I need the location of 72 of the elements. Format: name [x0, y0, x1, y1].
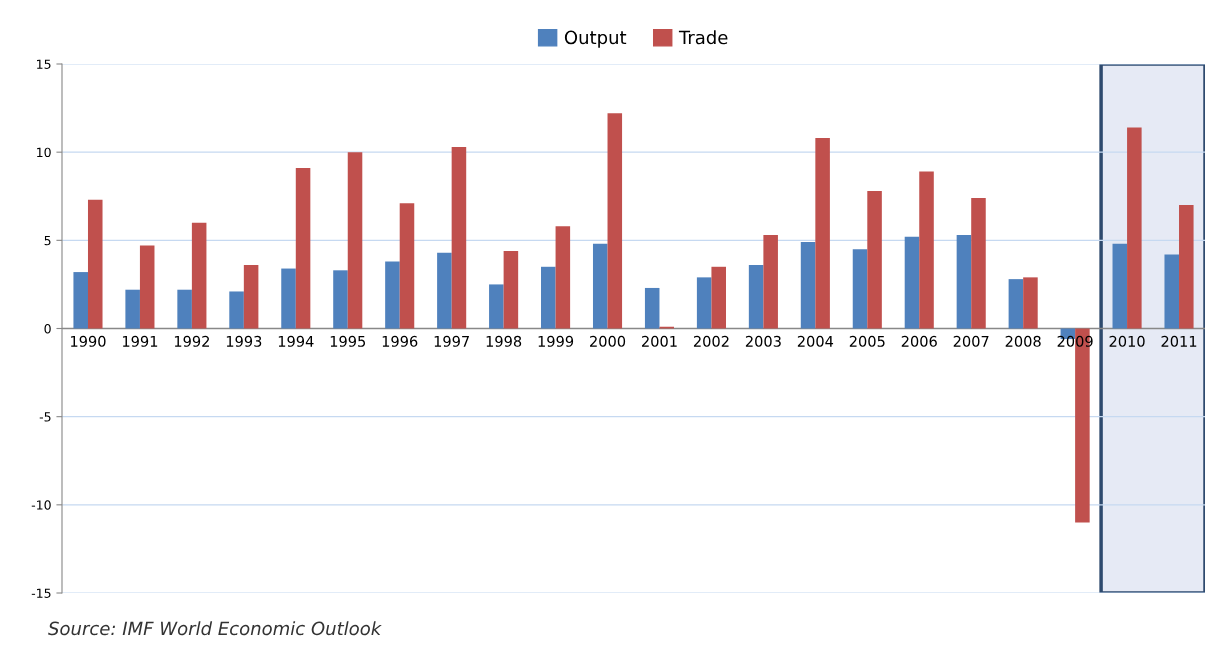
bar — [904, 236, 920, 329]
bar — [1127, 127, 1142, 329]
bar — [1164, 254, 1180, 329]
bar — [399, 203, 415, 329]
x-tick-label: 2008 — [1005, 335, 1041, 347]
bar — [125, 289, 140, 329]
x-tick-label: 2005 — [849, 335, 885, 347]
y-tick-label: 5 — [44, 235, 51, 246]
bar — [489, 284, 504, 329]
bar — [333, 270, 348, 329]
x-tick-label: 2002 — [693, 335, 729, 347]
y-tick-label: -15 — [31, 588, 51, 598]
x-tick-label: 1999 — [538, 335, 574, 347]
bar — [87, 199, 103, 329]
bar — [971, 198, 986, 329]
x-tick-label: 2004 — [797, 335, 834, 347]
x-tick-label: 2000 — [590, 335, 626, 347]
bar — [177, 289, 192, 329]
x-tick-label: 1995 — [330, 335, 366, 347]
bar — [281, 268, 296, 329]
bar — [243, 265, 259, 329]
y-tick-label: -5 — [39, 412, 51, 422]
x-tick-label: 1997 — [434, 335, 469, 347]
bar — [763, 235, 778, 329]
bar — [1112, 243, 1128, 329]
x-tick-label: 2001 — [641, 335, 677, 347]
bar — [1179, 205, 1194, 329]
legend-label: Output — [564, 30, 627, 48]
x-tick-label: 1991 — [122, 335, 158, 347]
bar — [139, 245, 155, 329]
bar — [867, 190, 882, 329]
x-tick-label: 1990 — [71, 335, 106, 347]
bar — [644, 287, 660, 329]
bar — [451, 146, 467, 329]
bar — [592, 243, 608, 329]
bar — [555, 226, 571, 329]
x-tick-label: 1996 — [382, 335, 418, 347]
source-note: Source: IMF World Economic Outlook — [48, 621, 382, 636]
bar — [541, 266, 556, 329]
bar — [1008, 279, 1024, 329]
x-tick-label: 1993 — [226, 335, 262, 347]
bar — [956, 235, 972, 329]
x-tick-label: 1994 — [278, 335, 314, 347]
x-tick-label: 2010 — [1109, 335, 1145, 347]
legend-label: Trade — [678, 30, 728, 45]
bar — [73, 272, 88, 329]
bar — [919, 171, 934, 329]
bar — [1023, 277, 1038, 329]
bar — [852, 249, 868, 329]
x-tick-label: 2011 — [1161, 335, 1197, 347]
x-tick-label: 2007 — [953, 335, 989, 347]
bar — [748, 265, 764, 329]
bar — [696, 277, 712, 329]
bar — [800, 242, 816, 329]
bar — [295, 168, 311, 329]
x-tick-label: 2003 — [745, 335, 781, 347]
bar — [191, 222, 207, 329]
bar — [385, 261, 400, 329]
bar — [711, 266, 726, 329]
x-tick-label: 1998 — [486, 335, 522, 347]
bar — [229, 291, 244, 329]
bar — [815, 138, 830, 329]
bar — [437, 252, 452, 329]
y-tick-label: -10 — [31, 500, 51, 510]
bar — [347, 152, 363, 329]
x-tick-label: 1992 — [174, 335, 209, 347]
y-tick-label: 0 — [44, 323, 51, 334]
bar — [503, 250, 519, 329]
bar — [607, 113, 623, 329]
x-tick-label: 2006 — [901, 335, 937, 347]
y-tick-label: 10 — [37, 147, 51, 158]
y-tick-label: 15 — [37, 59, 51, 69]
